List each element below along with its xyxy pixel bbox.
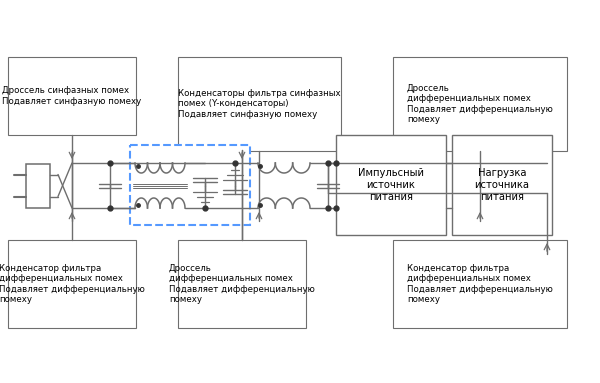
Text: Дроссель
дифференциальных помех
Подавляет дифференциальную
помеху: Дроссель дифференциальных помех Подавляе… (407, 84, 553, 124)
Bar (8, 240, 136, 328)
Bar (178, 57, 341, 151)
Bar (26, 164, 50, 208)
Text: Нагрузка
источника
питания: Нагрузка источника питания (475, 169, 530, 201)
Bar (393, 240, 567, 328)
Text: Конденсатор фильтра
дифференциальных помех
Подавляет дифференциальную
помеху: Конденсатор фильтра дифференциальных пом… (0, 264, 145, 304)
Text: Конденсаторы фильтра синфазных
помех (Y-конденсаторы)
Подавляет синфазную помеху: Конденсаторы фильтра синфазных помех (Y-… (178, 89, 341, 119)
Text: Дроссель
дифференциальных помех
Подавляет дифференциальную
помеху: Дроссель дифференциальных помех Подавляе… (169, 264, 315, 304)
Bar (130, 145, 250, 225)
Bar (393, 57, 567, 151)
Bar (336, 135, 446, 235)
Bar (452, 135, 552, 235)
Text: Конденсатор фильтра
дифференциальных помех
Подавляет дифференциальную
помеху: Конденсатор фильтра дифференциальных пом… (407, 264, 553, 304)
Bar (178, 240, 306, 328)
Bar (8, 57, 136, 135)
Text: Импульсный
источник
питания: Импульсный источник питания (358, 169, 424, 201)
Text: Дроссель синфазных помех
Подавляет синфазную помеху: Дроссель синфазных помех Подавляет синфа… (2, 86, 142, 106)
